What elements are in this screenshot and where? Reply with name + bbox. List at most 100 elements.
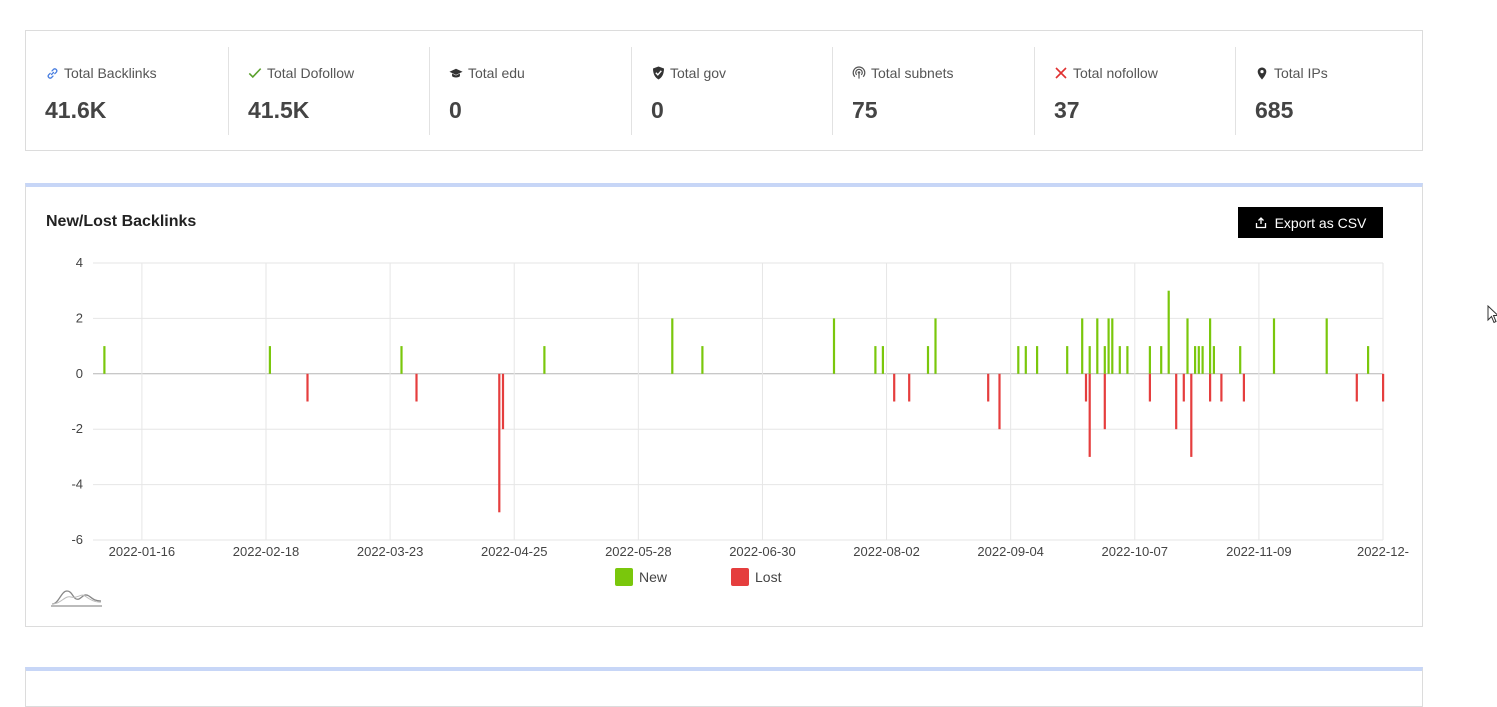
lost-bar	[501, 373, 505, 430]
lost-bar	[1355, 373, 1358, 402]
x-tick-label: 2022-05-28	[605, 544, 672, 559]
stat-label-row: Total gov	[651, 65, 726, 81]
lost-bar	[1148, 373, 1151, 402]
stat-value: 0	[651, 97, 664, 123]
lost-bar	[1382, 373, 1385, 402]
new-bar	[1036, 346, 1039, 374]
stat-value: 41.6K	[45, 97, 107, 123]
stat-value: 75	[852, 97, 878, 123]
x-tick-label: 2022-06-30	[729, 544, 796, 559]
x-tick-label: 2022-02-18	[233, 544, 300, 559]
lost-bar	[306, 373, 309, 402]
x-tick-label: 2022-10-07	[1102, 544, 1169, 559]
stat-label: Total edu	[468, 65, 525, 81]
mouse-cursor-icon	[1487, 305, 1497, 324]
lost-bar	[893, 373, 896, 402]
stat-label-row: Total Backlinks	[45, 65, 157, 81]
lost-bar	[1190, 373, 1193, 457]
new-bar	[1088, 346, 1091, 374]
new-lost-chart: 4 2 0 -2 -4 -6 2022-01-16 2022-02-18 2022-03-23 2…	[71, 255, 1409, 559]
stat-label-row: Total edu	[449, 65, 525, 81]
new-bar	[671, 318, 674, 374]
x-tick-label: 2022-04-25	[481, 544, 548, 559]
stat-total-ips: Total IPs 685	[1235, 47, 1436, 135]
panel-title: New/Lost Backlinks	[46, 213, 197, 230]
lost-bar	[908, 373, 911, 402]
legend-label: New	[639, 569, 668, 585]
legend-item-lost[interactable]: Lost	[731, 568, 781, 586]
link-icon	[45, 66, 59, 80]
new-bar	[1325, 318, 1328, 374]
shield-check-icon	[651, 66, 665, 80]
new-bar	[1103, 346, 1106, 374]
lost-bar	[1088, 373, 1091, 457]
new-bar	[1367, 346, 1370, 374]
lost-bar	[1220, 373, 1223, 402]
new-bar	[268, 346, 271, 374]
new-bar	[400, 346, 403, 374]
stat-label: Total Dofollow	[267, 65, 355, 81]
new-bar	[1017, 346, 1020, 374]
stat-total-backlinks: Total Backlinks 41.6K	[26, 47, 227, 135]
new-bar	[543, 346, 546, 374]
stat-total-dofollow: Total Dofollow 41.5K	[228, 47, 429, 135]
stat-label: Total gov	[670, 65, 727, 81]
new-bar	[934, 318, 937, 374]
new-bar	[1107, 318, 1110, 374]
new-bar	[1118, 346, 1121, 374]
x-tick-label: 2022-01-16	[109, 544, 176, 559]
y-tick-label: 0	[76, 366, 83, 381]
new-bar	[1209, 318, 1212, 374]
new-bar	[1197, 346, 1200, 374]
new-bar	[874, 346, 877, 374]
legend-swatch	[615, 568, 633, 586]
stat-value: 37	[1054, 97, 1080, 123]
new-bar	[1081, 318, 1084, 374]
new-bar	[1111, 318, 1114, 374]
chart-logo-icon	[51, 590, 102, 607]
stat-total-edu: Total edu 0	[429, 47, 630, 135]
stat-value: 0	[449, 97, 462, 123]
y-tick-label: -2	[71, 421, 83, 436]
stat-label: Total Backlinks	[64, 65, 157, 81]
next-panel	[25, 667, 1423, 707]
new-bar	[1194, 346, 1197, 374]
stat-total-gov: Total gov 0	[631, 47, 832, 135]
graduation-cap-icon	[449, 66, 463, 80]
stat-label: Total nofollow	[1073, 65, 1158, 81]
stat-label: Total subnets	[871, 65, 954, 81]
stat-label-row: Total Dofollow	[248, 65, 354, 81]
new-bar	[832, 318, 836, 374]
new-bar	[1148, 346, 1151, 374]
new-bar	[103, 346, 106, 374]
legend-swatch	[731, 568, 749, 586]
new-bar	[1096, 318, 1099, 374]
new-lost-backlinks-panel: New/Lost Backlinks Export as CSV 4 2 0 -2 -4…	[25, 183, 1423, 627]
lost-bar	[1175, 373, 1178, 430]
legend-label: Lost	[755, 569, 782, 585]
new-bar	[1272, 318, 1276, 374]
new-bar	[926, 346, 930, 374]
lost-bar	[987, 373, 990, 402]
map-pin-icon	[1255, 66, 1269, 80]
x-tick-label: 2022-11-09	[1226, 544, 1292, 559]
legend-item-new[interactable]: New	[615, 568, 667, 586]
lost-bar	[415, 373, 418, 402]
new-bar	[1239, 346, 1242, 374]
y-tick-label: -4	[71, 477, 83, 492]
stat-value: 41.5K	[248, 97, 310, 123]
export-csv-label: Export as CSV	[1274, 214, 1367, 231]
x-tick-label: 2022-12-	[1357, 544, 1409, 559]
lost-bar	[1103, 373, 1106, 430]
stat-total-nofollow: Total nofollow 37	[1034, 47, 1235, 135]
x-icon	[1054, 66, 1068, 80]
stats-card: Total Backlinks 41.6K Total Dofollow 41.5K T…	[25, 30, 1423, 151]
new-bar	[1024, 346, 1027, 374]
y-tick-label: 4	[76, 255, 83, 270]
new-bar	[1212, 346, 1215, 374]
lost-bar	[1182, 373, 1185, 402]
new-bar	[1186, 318, 1189, 374]
lost-bar	[498, 373, 501, 513]
export-csv-button[interactable]: Export as CSV	[1238, 207, 1383, 238]
stat-label: Total IPs	[1274, 65, 1328, 81]
